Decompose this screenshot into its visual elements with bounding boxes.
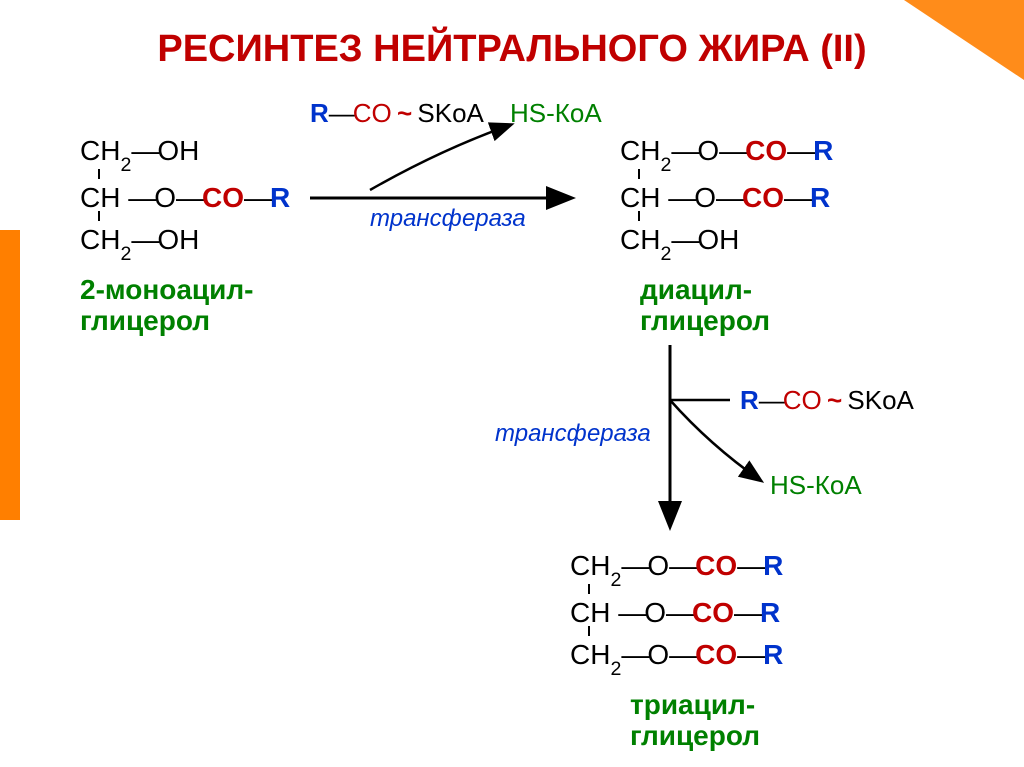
label-line2: глицерол: [630, 720, 760, 751]
o-text: O: [644, 597, 666, 628]
ch2-text: CH: [570, 550, 610, 581]
r-text: R: [763, 639, 783, 670]
r-text: R: [810, 182, 830, 213]
skoa: SKoA: [417, 98, 484, 128]
label-line2: глицерол: [80, 305, 210, 336]
o-text: O: [154, 182, 176, 213]
ch2-text: CH: [570, 639, 610, 670]
label-monoacylglycerol: 2-моноацил- глицерол: [80, 275, 253, 337]
label-line1: диацил-: [640, 274, 752, 305]
co-text: CO: [695, 639, 737, 670]
ch2-text: CH: [620, 135, 660, 166]
label-line1: 2-моноацил-: [80, 274, 253, 305]
ch-text: CH: [570, 597, 610, 628]
r-text: R: [813, 135, 833, 166]
vbond: [98, 211, 100, 221]
r-text: R: [270, 182, 290, 213]
product2-hskoA: HS-КоА: [770, 470, 862, 501]
label-triacylglycerol: триацил- глицерол: [630, 690, 760, 752]
sub-2: 2: [610, 658, 621, 680]
o-text: O: [694, 182, 716, 213]
co-text: CO: [202, 182, 244, 213]
molecule-diacylglycerol: CH2—O—CO—R CH —O—CO—R CH2—OH: [620, 135, 833, 261]
vbond: [588, 626, 590, 636]
vbond: [638, 211, 640, 221]
oh-text: OH: [157, 224, 199, 255]
enzyme2-label: трансфераза: [495, 420, 651, 448]
reagent-r: R: [740, 385, 759, 415]
label-line2: глицерол: [640, 305, 770, 336]
molecule-triacylglycerol: CH2—O—CO—R CH —O—CO—R CH2—O—CO—R: [570, 550, 783, 676]
label-line1: триацил-: [630, 689, 755, 720]
sub-2: 2: [660, 243, 671, 265]
co-text: CO: [692, 597, 734, 628]
enzyme1-label: трансфераза: [370, 205, 526, 233]
o-text: O: [647, 550, 669, 581]
r-text: R: [760, 597, 780, 628]
ch-text: CH: [80, 182, 120, 213]
sub-2: 2: [610, 569, 621, 591]
sub-2: 2: [120, 243, 131, 265]
orange-side-bar: [0, 230, 20, 520]
reagent-r: R: [310, 98, 329, 128]
tilde: ~: [827, 385, 842, 415]
ch2-text: CH: [620, 224, 660, 255]
tilde: ~: [397, 98, 412, 128]
product1-hskoA: HS-КоА: [510, 98, 602, 129]
ch-text: CH: [620, 182, 660, 213]
co-text: CO: [742, 182, 784, 213]
reagent2: R—CO ~ SKoA: [740, 385, 914, 416]
reagent1: R—CO ~ SKoA: [310, 98, 484, 129]
ch2-text: CH: [80, 135, 120, 166]
reagent-co: CO: [353, 98, 392, 128]
oh-text: OH: [697, 224, 739, 255]
vbond: [588, 584, 590, 594]
o-text: O: [697, 135, 719, 166]
skoa: SKoA: [847, 385, 914, 415]
reagent-co: CO: [783, 385, 822, 415]
co-text: CO: [745, 135, 787, 166]
r-text: R: [763, 550, 783, 581]
co-text: CO: [695, 550, 737, 581]
vbond: [638, 169, 640, 179]
oh-text: OH: [157, 135, 199, 166]
vbond: [98, 169, 100, 179]
page-title: РЕСИНТЕЗ НЕЙТРАЛЬНОГО ЖИРА (II): [0, 28, 1024, 71]
o-text: O: [647, 639, 669, 670]
molecule-monoacylglycerol: CH2—OH CH —O—CO—R CH2—OH: [80, 135, 290, 261]
label-diacylglycerol: диацил- глицерол: [640, 275, 770, 337]
ch2-text: CH: [80, 224, 120, 255]
sub-2: 2: [120, 154, 131, 176]
sub-2: 2: [660, 154, 671, 176]
